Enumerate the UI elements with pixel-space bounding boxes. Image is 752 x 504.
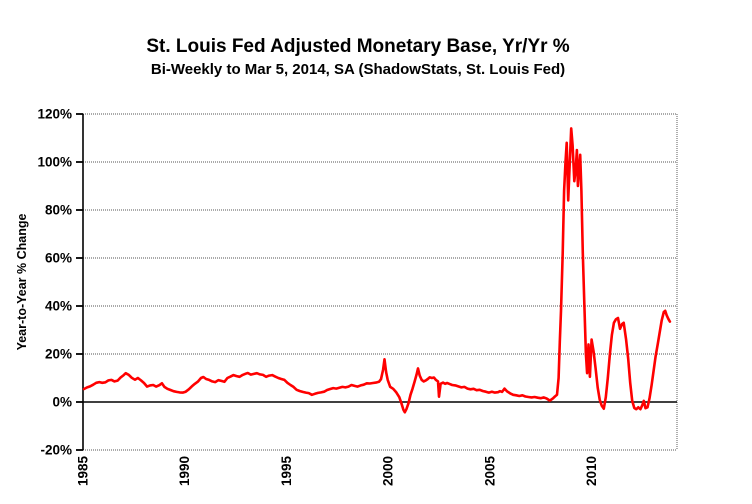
x-tick-label: 2000 <box>381 456 396 486</box>
x-tick-label: 1990 <box>177 456 192 486</box>
y-tick-label: 100% <box>37 155 72 170</box>
y-tick-label: 60% <box>45 251 72 266</box>
y-axis-title: Year-to-Year % Change <box>15 214 29 351</box>
chart-subtitle: Bi-Weekly to Mar 5, 2014, SA (ShadowStat… <box>150 61 566 78</box>
x-tick-label: 1985 <box>76 456 91 487</box>
x-tick-label: 2005 <box>482 456 497 487</box>
y-tick-label: 80% <box>45 203 72 218</box>
data-line <box>82 127 672 414</box>
y-tick-label: 20% <box>45 347 72 362</box>
x-tick-label: 1995 <box>279 456 294 487</box>
y-tick-label: 40% <box>45 299 72 314</box>
y-tick-label: 120% <box>37 107 72 122</box>
y-tick-label: -20% <box>40 443 72 458</box>
x-tick-label: 2010 <box>584 456 599 486</box>
y-tick-label: 0% <box>52 395 72 410</box>
chart-title: St. Louis Fed Adjusted Monetary Base, Yr… <box>146 36 570 57</box>
